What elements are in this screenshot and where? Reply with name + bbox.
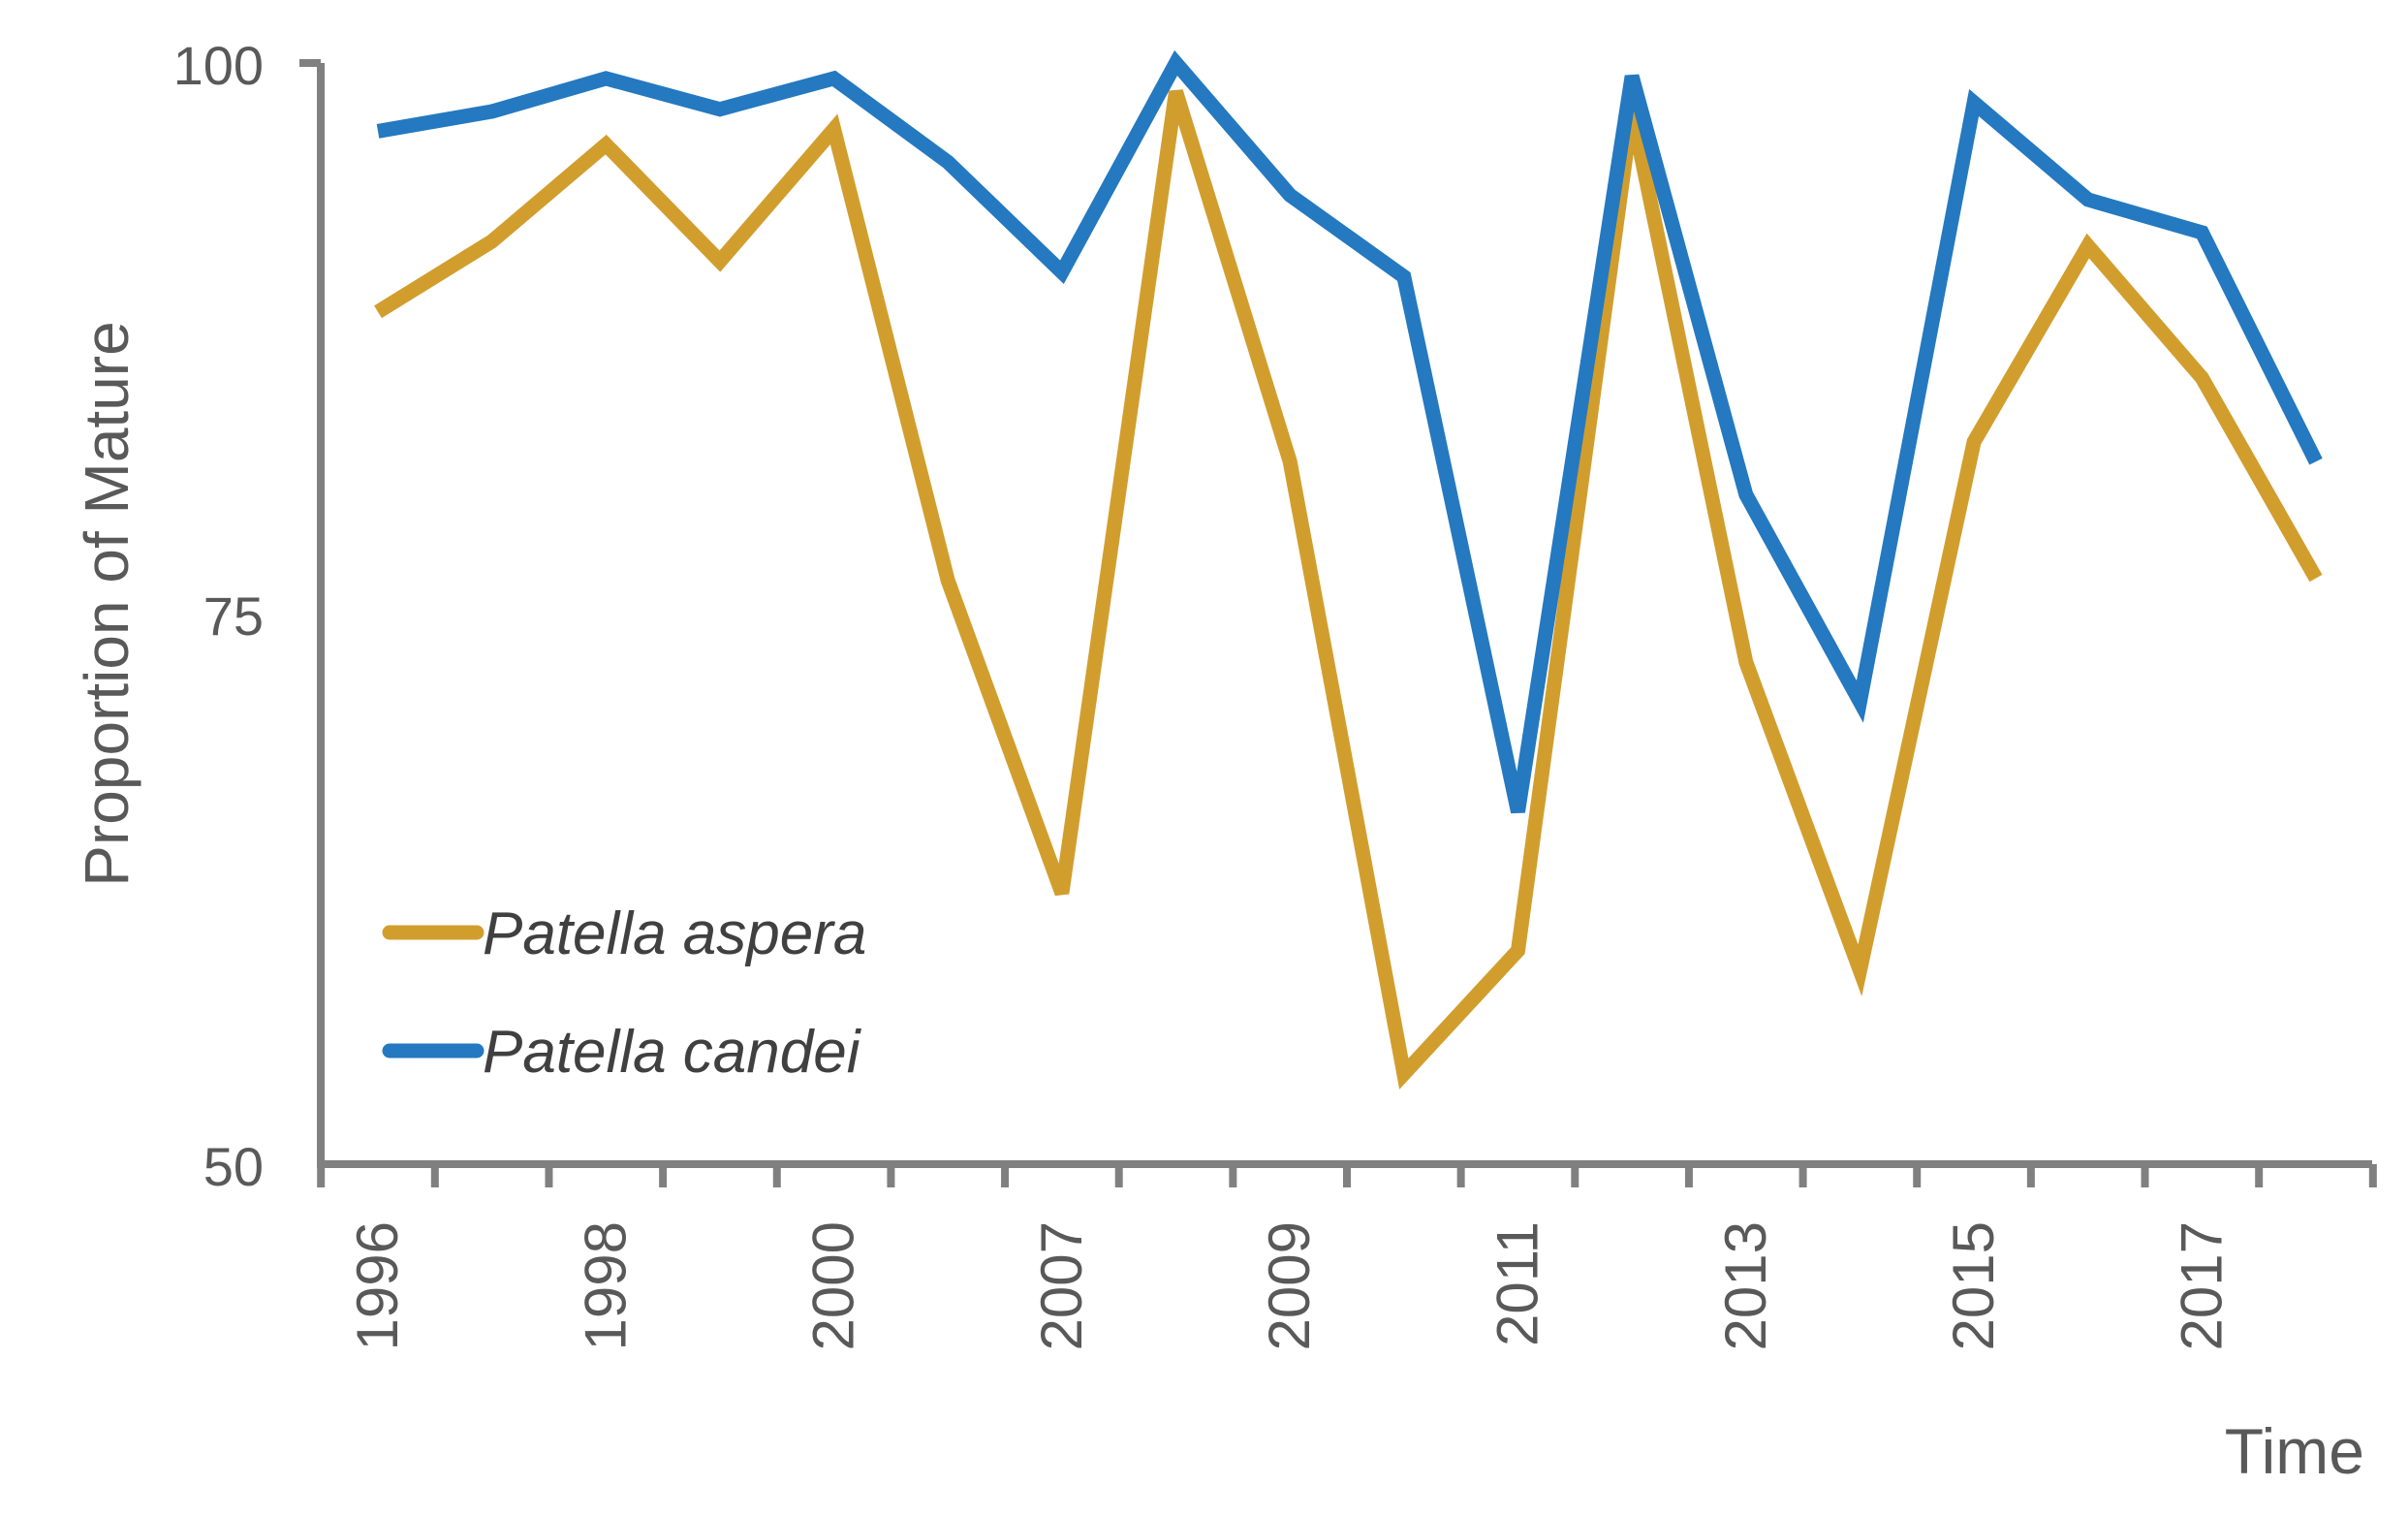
x-tick-label: 1998 [573,1221,638,1350]
axes [299,59,2377,1187]
x-tick-label: 2017 [2169,1221,2234,1350]
y-axis-tick-labels: 50 75 100 [173,35,264,1197]
x-tick-label: 2013 [1713,1221,1778,1350]
series-lines [374,49,2323,1090]
x-tick-label: 2009 [1257,1221,1322,1350]
x-tick-label: 1996 [345,1221,410,1350]
x-tick-label: 2007 [1029,1221,1094,1350]
legend-label: Patella candei [483,1019,862,1086]
x-tick-label: 2015 [1941,1221,2006,1350]
series-line-1 [374,89,2323,1090]
x-tick-label: 2011 [1485,1221,1549,1346]
y-tick-label: 100 [173,35,264,96]
x-axis-tick-labels: 1996 1998 2000 2007 2009 2011 2013 2015 2017 [345,1221,2234,1350]
y-tick-label: 50 [203,1136,264,1197]
x-tick-label: 2000 [801,1221,866,1350]
legend: Patella aspera Patella candei [382,901,866,1086]
x-axis-title: Time [2225,1415,2364,1487]
legend-label: Patella aspera [483,901,866,967]
series-line-2 [376,49,2323,814]
y-axis-title: Proportion of Mature [72,321,141,886]
y-tick-label: 75 [203,585,264,647]
